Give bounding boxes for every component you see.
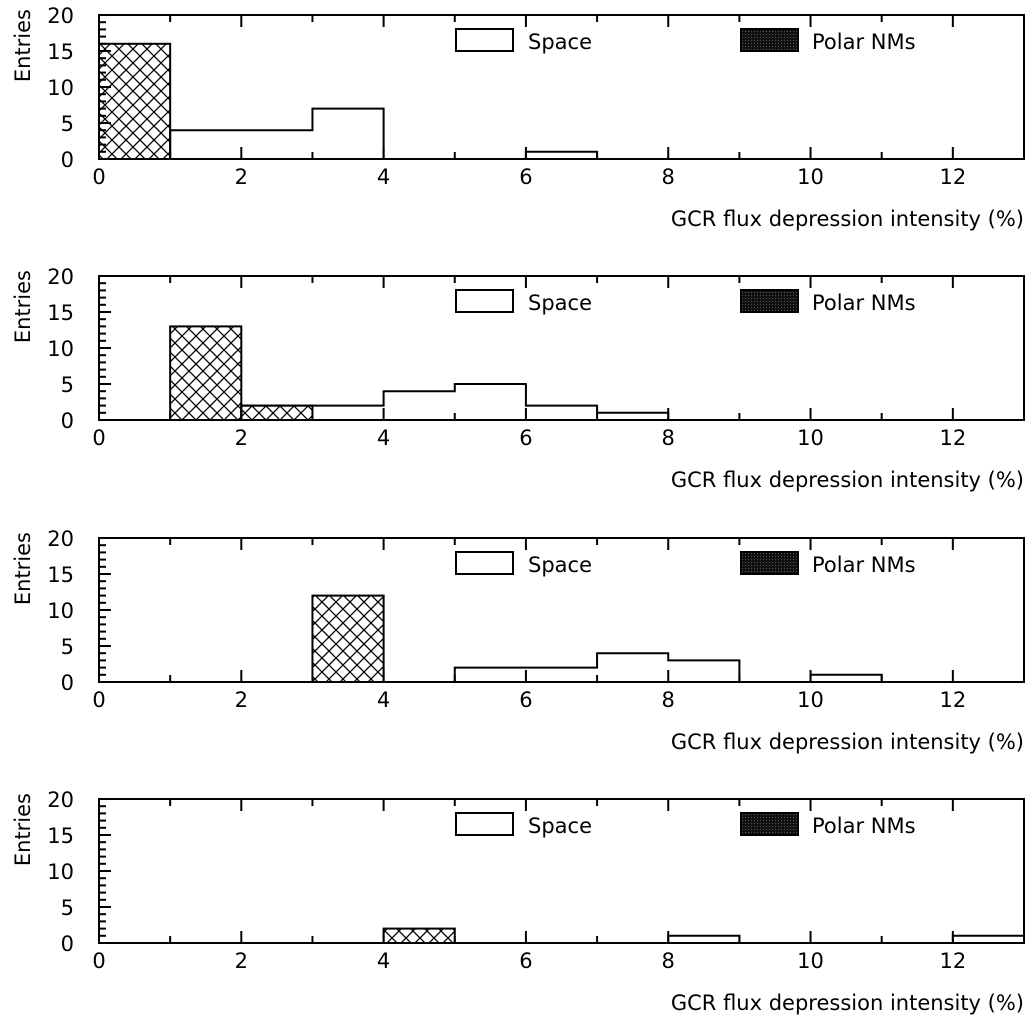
- x-tick-label: 6: [519, 165, 532, 189]
- x-tick-label: 4: [377, 949, 390, 973]
- x-tick-label: 10: [797, 165, 824, 189]
- x-tick-label: 6: [519, 949, 532, 973]
- y-tick-label: 5: [61, 112, 74, 136]
- legend-space-swatch: [455, 551, 514, 575]
- x-tick-label: 2: [235, 688, 248, 712]
- y-tick-label: 0: [61, 409, 74, 433]
- legend-polar-nms-label: Polar NMs: [812, 291, 916, 315]
- polar-nms-bar: [311, 594, 385, 683]
- histogram-panel-1: 0 2 4 6 8 10 12 0 5 10 15 20 GCR flux depression int…: [11, 4, 1025, 231]
- x-axis-title: GCR flux depression intensity (%): [671, 468, 1024, 492]
- y-tick-label: 10: [47, 599, 74, 623]
- x-tick-label: 10: [797, 949, 824, 973]
- y-axis-title: Entries: [11, 9, 35, 82]
- x-tick-label: 0: [92, 688, 105, 712]
- y-tick-label: 0: [61, 148, 74, 172]
- x-tick-label: 0: [92, 426, 105, 450]
- y-tick-label: 15: [47, 40, 74, 64]
- x-tick-label: 2: [235, 949, 248, 973]
- x-tick-label: 12: [939, 426, 966, 450]
- y-tick-label: 20: [47, 4, 74, 28]
- y-axis-title: Entries: [11, 793, 35, 866]
- y-tick-label: 15: [47, 563, 74, 587]
- polar-nms-bar: [169, 325, 243, 421]
- x-tick-label: 8: [662, 165, 675, 189]
- y-tick-label: 5: [61, 896, 74, 920]
- x-tick-label: 8: [662, 688, 675, 712]
- x-tick-label: 12: [939, 949, 966, 973]
- polar-nms-bar: [98, 42, 172, 160]
- x-axis-title: GCR flux depression intensity (%): [671, 991, 1024, 1015]
- legend-space-swatch: [455, 812, 514, 836]
- space-histogram-line: [99, 107, 1024, 160]
- x-tick-label: 0: [92, 165, 105, 189]
- legend-space-label: Space: [528, 291, 592, 315]
- legend-space-swatch: [455, 289, 514, 313]
- legend-space-label: Space: [528, 30, 592, 54]
- x-tick-label: 4: [377, 165, 390, 189]
- y-tick-label: 15: [47, 824, 74, 848]
- polar-nms-bar: [240, 404, 314, 422]
- space-histogram-line: [99, 934, 1025, 944]
- x-tick-label: 10: [797, 426, 824, 450]
- legend-space-label: Space: [528, 553, 592, 577]
- x-tick-label: 6: [519, 688, 532, 712]
- x-tick-label: 8: [662, 426, 675, 450]
- x-tick-label: 12: [939, 165, 966, 189]
- legend-polar-nms-swatch: [740, 289, 799, 313]
- legend-space-label: Space: [528, 814, 592, 838]
- polar-nms-bar: [382, 927, 456, 944]
- y-axis-title: Entries: [11, 532, 35, 605]
- y-tick-label: 20: [47, 788, 74, 812]
- y-tick-label: 0: [61, 932, 74, 956]
- y-tick-label: 10: [47, 337, 74, 361]
- x-tick-label: 0: [92, 949, 105, 973]
- space-histogram-line: [99, 652, 1024, 683]
- legend-polar-nms-label: Polar NMs: [812, 814, 916, 838]
- x-tick-label: 4: [377, 426, 390, 450]
- histogram-panel-2: 0 2 4 6 8 10 12 0 5 10 15 20 GCR flux depression int…: [11, 265, 1025, 492]
- y-tick-label: 15: [47, 301, 74, 325]
- y-tick-label: 20: [47, 527, 74, 551]
- y-tick-label: 0: [61, 671, 74, 695]
- legend-polar-nms-label: Polar NMs: [812, 30, 916, 54]
- y-axis-title: Entries: [11, 270, 35, 343]
- y-tick-label: 5: [61, 373, 74, 397]
- x-tick-label: 2: [235, 165, 248, 189]
- x-tick-label: 8: [662, 949, 675, 973]
- legend-polar-nms-swatch: [740, 812, 799, 836]
- legend-polar-nms-label: Polar NMs: [812, 553, 916, 577]
- histogram-panel-3: 0 2 4 6 8 10 12 0 5 10 15 20 GCR flux depression int…: [11, 527, 1025, 754]
- y-tick-label: 10: [47, 76, 74, 100]
- legend-polar-nms-swatch: [740, 551, 799, 575]
- histogram-panel-4: 0 2 4 6 8 10 12 0 5 10 15 20 GCR flux depression int…: [11, 788, 1025, 1015]
- y-tick-label: 20: [47, 265, 74, 289]
- x-axis-title: GCR flux depression intensity (%): [671, 730, 1024, 754]
- x-tick-label: 12: [939, 688, 966, 712]
- x-tick-label: 10: [797, 688, 824, 712]
- x-axis-title: GCR flux depression intensity (%): [671, 207, 1024, 231]
- legend-space-swatch: [455, 28, 514, 52]
- x-tick-label: 2: [235, 426, 248, 450]
- x-tick-label: 6: [519, 426, 532, 450]
- y-tick-label: 10: [47, 860, 74, 884]
- y-tick-label: 5: [61, 635, 74, 659]
- x-tick-label: 4: [377, 688, 390, 712]
- legend-polar-nms-swatch: [740, 28, 799, 52]
